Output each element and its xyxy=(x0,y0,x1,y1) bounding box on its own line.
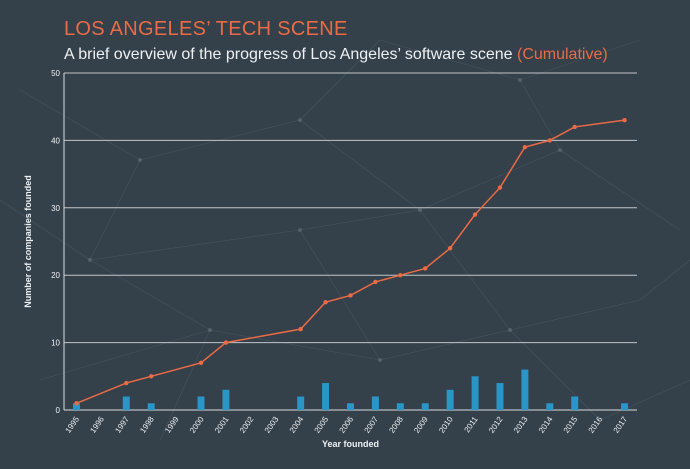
line-point-2008 xyxy=(398,273,403,278)
chart-title: LOS ANGELES’ TECH SCENE xyxy=(64,18,348,40)
x-tick-label: 2005 xyxy=(313,415,331,435)
x-tick-label: 2014 xyxy=(537,415,555,435)
line-point-1997 xyxy=(124,380,129,386)
bar-1995 xyxy=(72,403,80,410)
line-point-2014 xyxy=(547,138,553,143)
x-tick-label: 1995 xyxy=(64,415,82,435)
x-tick-label: 2015 xyxy=(562,415,580,435)
x-tick-label: 2002 xyxy=(238,415,256,435)
x-tick-label: 2011 xyxy=(462,415,480,435)
bar-2005 xyxy=(322,383,330,410)
line-point-2009 xyxy=(423,266,428,271)
line-point-2012 xyxy=(497,185,503,190)
x-tick-label: 1999 xyxy=(163,415,181,435)
x-tick-label: 2004 xyxy=(288,415,306,435)
cumulative-line xyxy=(76,119,625,404)
line-point-2010 xyxy=(447,246,453,251)
bar-2006 xyxy=(347,403,354,410)
line-point-2005 xyxy=(323,299,328,305)
bar-2000 xyxy=(197,396,205,410)
y-axis-title: Number of companies founded xyxy=(23,175,33,308)
bar-2014 xyxy=(546,403,554,410)
bar-2010 xyxy=(446,389,454,410)
line-point-2001 xyxy=(223,340,229,345)
line-point-2007 xyxy=(373,279,378,285)
y-tick-label: 50 xyxy=(51,69,60,78)
line-point-2011 xyxy=(472,212,478,217)
bar-2017 xyxy=(621,403,629,410)
x-tick-label: 2008 xyxy=(387,415,405,435)
y-tick-label: 40 xyxy=(51,136,60,145)
bar-2007 xyxy=(371,396,379,410)
line-point-1998 xyxy=(148,374,154,379)
subtitle-accent: (Cumulative) xyxy=(516,46,608,63)
bar-1997 xyxy=(122,396,130,410)
x-tick-label: 2013 xyxy=(512,415,530,435)
x-tick-label: 2016 xyxy=(587,415,605,435)
y-tick-label: 10 xyxy=(51,339,60,348)
x-tick-label: 1997 xyxy=(113,415,131,435)
bar-1998 xyxy=(147,403,155,410)
x-tick-label: 2010 xyxy=(437,415,455,435)
x-tick-label: 1996 xyxy=(88,415,106,435)
line-point-2004 xyxy=(298,326,303,332)
x-tick-label: 2009 xyxy=(412,415,430,435)
bar-2015 xyxy=(571,396,579,410)
bar-2012 xyxy=(496,383,504,410)
bar-2009 xyxy=(421,403,429,410)
line-point-1995 xyxy=(74,401,79,406)
y-tick-label: 30 xyxy=(51,204,60,213)
x-tick-label: 2012 xyxy=(487,415,505,435)
bar-2008 xyxy=(396,403,404,410)
bar-2011 xyxy=(471,376,479,410)
bar-2004 xyxy=(297,396,305,410)
subtitle-main: A brief overview of the progress of Los … xyxy=(64,46,517,63)
x-tick-label: 1998 xyxy=(138,415,156,435)
line-point-2006 xyxy=(348,293,353,298)
x-tick-label: 2000 xyxy=(188,415,206,435)
x-tick-label: 2006 xyxy=(338,415,356,435)
line-point-2017 xyxy=(622,117,627,123)
y-tick-label: 0 xyxy=(56,406,61,415)
chart-subtitle: A brief overview of the progress of Los … xyxy=(64,46,608,64)
bar-2013 xyxy=(521,369,529,410)
line-point-2015 xyxy=(572,124,577,130)
bar-2001 xyxy=(222,389,230,410)
x-axis-title: Year founded xyxy=(322,439,379,449)
x-tick-label: 2017 xyxy=(612,415,630,435)
line-point-2013 xyxy=(522,144,528,150)
x-tick-label: 2001 xyxy=(213,415,231,435)
line-point-2000 xyxy=(198,360,204,366)
y-tick-label: 20 xyxy=(51,271,60,280)
x-tick-label: 2007 xyxy=(362,415,380,435)
x-tick-label: 2003 xyxy=(263,415,281,435)
